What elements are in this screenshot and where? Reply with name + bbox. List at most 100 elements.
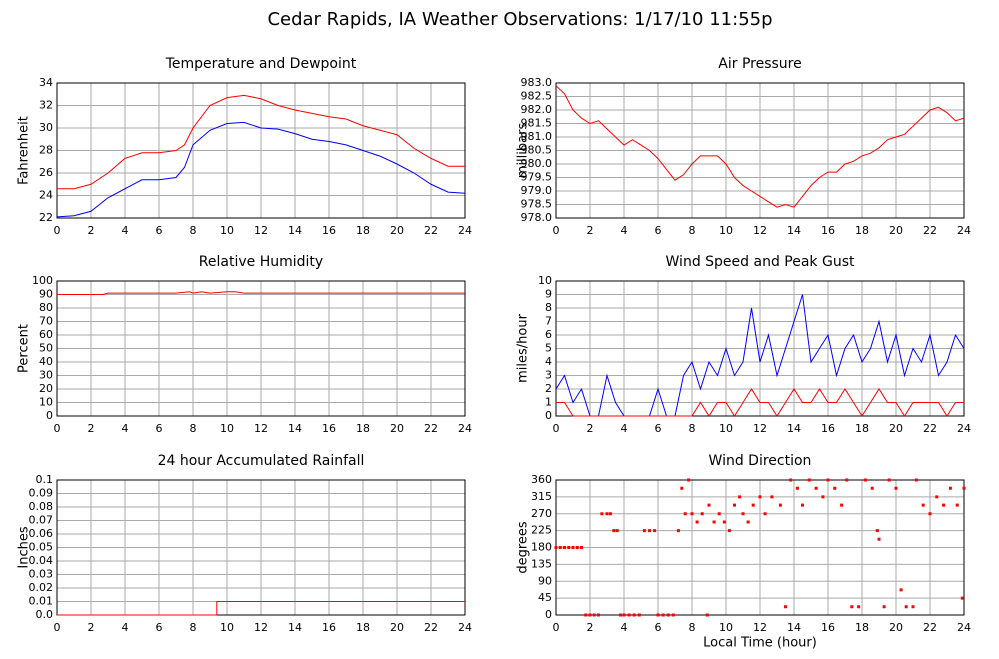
data-point bbox=[733, 503, 736, 507]
y-tick-label: 979.5 bbox=[521, 171, 553, 184]
x-tick-label: 18 bbox=[356, 224, 370, 237]
data-line bbox=[57, 94, 465, 190]
x-tick-label: 24 bbox=[957, 621, 971, 634]
x-tick-label: 20 bbox=[889, 224, 903, 237]
plot-frame bbox=[56, 280, 466, 417]
x-tick-label: 24 bbox=[957, 224, 971, 237]
x-tick-label: 4 bbox=[621, 621, 628, 634]
data-point bbox=[671, 613, 675, 617]
data-point bbox=[960, 596, 964, 600]
data-point bbox=[722, 520, 726, 524]
data-point bbox=[882, 605, 886, 609]
x-tick-label: 4 bbox=[122, 422, 129, 435]
y-tick-label: 981.0 bbox=[521, 130, 553, 143]
x-tick-label: 4 bbox=[621, 422, 628, 435]
x-tick-label: 22 bbox=[923, 621, 937, 634]
x-axis-label: Local Time (hour) bbox=[703, 636, 817, 651]
data-point bbox=[904, 605, 908, 609]
x-tick-label: 22 bbox=[923, 224, 937, 237]
data-point bbox=[840, 503, 844, 507]
x-tick-label: 2 bbox=[587, 224, 594, 237]
x-tick-label: 22 bbox=[424, 621, 438, 634]
data-point bbox=[661, 613, 665, 617]
data-point bbox=[784, 605, 787, 609]
data-point bbox=[914, 478, 918, 482]
y-tick-label: 0.0 bbox=[36, 608, 54, 621]
data-point bbox=[648, 529, 651, 533]
data-line bbox=[56, 121, 466, 218]
x-tick-label: 16 bbox=[322, 224, 336, 237]
y-tick-label: 5 bbox=[545, 342, 552, 355]
data-point bbox=[778, 503, 782, 507]
x-tick-label: 18 bbox=[855, 422, 869, 435]
x-tick-label: 10 bbox=[220, 621, 234, 634]
y-tick-label: 0.07 bbox=[29, 514, 54, 527]
data-point bbox=[746, 520, 750, 524]
y-tick-label: 978.0 bbox=[521, 211, 553, 224]
y-tick-label: 60 bbox=[39, 328, 53, 341]
data-point bbox=[727, 529, 731, 533]
data-line bbox=[555, 85, 965, 208]
y-tick-label: 26 bbox=[39, 166, 53, 179]
x-tick-label: 14 bbox=[288, 224, 302, 237]
x-tick-label: 18 bbox=[356, 621, 370, 634]
data-point bbox=[795, 486, 799, 490]
data-point bbox=[833, 486, 837, 490]
y-axis-label: millibars bbox=[516, 123, 531, 179]
data-point bbox=[563, 546, 566, 549]
data-point bbox=[845, 478, 849, 482]
y-tick-label: 7 bbox=[545, 315, 552, 328]
x-tick-label: 20 bbox=[390, 224, 404, 237]
y-tick-label: 982.0 bbox=[521, 103, 553, 116]
data-point bbox=[608, 512, 612, 516]
x-tick-label: 6 bbox=[156, 224, 163, 237]
data-point bbox=[741, 512, 745, 516]
chart-title: 24 hour Accumulated Rainfall bbox=[158, 453, 365, 469]
x-tick-label: 8 bbox=[689, 224, 696, 237]
data-point bbox=[738, 495, 742, 499]
y-tick-label: 982.5 bbox=[521, 90, 553, 103]
data-point bbox=[571, 546, 575, 549]
x-tick-label: 24 bbox=[458, 621, 472, 634]
data-point bbox=[642, 529, 646, 533]
x-tick-label: 0 bbox=[54, 621, 61, 634]
data-point bbox=[899, 588, 903, 592]
y-tick-label: 100 bbox=[32, 274, 53, 287]
x-tick-label: 6 bbox=[655, 224, 662, 237]
data-point bbox=[911, 605, 915, 609]
x-tick-label: 14 bbox=[288, 422, 302, 435]
data-point bbox=[580, 546, 583, 549]
data-point bbox=[928, 512, 932, 516]
x-tick-label: 16 bbox=[821, 422, 835, 435]
y-tick-label: 0 bbox=[545, 608, 552, 621]
data-point bbox=[717, 512, 721, 516]
y-tick-label: 8 bbox=[545, 301, 552, 314]
data-point bbox=[588, 613, 592, 617]
data-point bbox=[814, 486, 818, 490]
chart-title: Air Pressure bbox=[718, 56, 801, 72]
y-tick-label: 135 bbox=[531, 557, 552, 570]
y-tick-label: 978.5 bbox=[521, 198, 553, 211]
x-tick-label: 20 bbox=[889, 422, 903, 435]
chart-title: Wind Speed and Peak Gust bbox=[666, 254, 855, 270]
data-point bbox=[690, 512, 694, 516]
x-tick-label: 16 bbox=[322, 422, 336, 435]
y-tick-label: 270 bbox=[531, 507, 552, 520]
x-tick-label: 8 bbox=[190, 224, 197, 237]
x-tick-label: 24 bbox=[458, 224, 472, 237]
y-axis-label: degrees bbox=[516, 521, 531, 574]
x-tick-label: 4 bbox=[122, 224, 129, 237]
y-tick-label: 90 bbox=[39, 288, 53, 301]
data-point bbox=[632, 613, 636, 617]
data-point bbox=[619, 613, 623, 617]
y-tick-label: 50 bbox=[39, 342, 53, 355]
y-tick-label: 0 bbox=[545, 409, 552, 422]
data-point bbox=[763, 512, 767, 516]
x-tick-label: 14 bbox=[288, 621, 302, 634]
data-point bbox=[850, 605, 854, 609]
page-title: Cedar Rapids, IA Weather Observations: 1… bbox=[267, 9, 772, 30]
x-tick-label: 8 bbox=[689, 422, 696, 435]
data-point bbox=[680, 486, 684, 490]
x-tick-label: 10 bbox=[220, 422, 234, 435]
